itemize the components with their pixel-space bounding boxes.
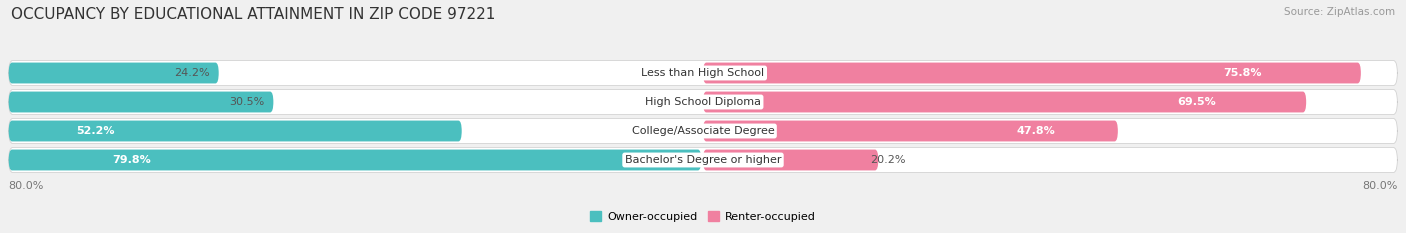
FancyBboxPatch shape [703, 120, 1118, 141]
FancyBboxPatch shape [8, 147, 1398, 172]
Text: Source: ZipAtlas.com: Source: ZipAtlas.com [1284, 7, 1395, 17]
FancyBboxPatch shape [703, 92, 1306, 113]
Text: 80.0%: 80.0% [8, 181, 44, 191]
FancyBboxPatch shape [703, 150, 879, 170]
FancyBboxPatch shape [8, 89, 1398, 114]
Text: 47.8%: 47.8% [1017, 126, 1056, 136]
FancyBboxPatch shape [8, 150, 702, 170]
Text: 80.0%: 80.0% [1362, 181, 1398, 191]
Text: 75.8%: 75.8% [1223, 68, 1263, 78]
Text: 30.5%: 30.5% [229, 97, 264, 107]
Legend: Owner-occupied, Renter-occupied: Owner-occupied, Renter-occupied [591, 211, 815, 222]
Text: OCCUPANCY BY EDUCATIONAL ATTAINMENT IN ZIP CODE 97221: OCCUPANCY BY EDUCATIONAL ATTAINMENT IN Z… [11, 7, 496, 22]
FancyBboxPatch shape [703, 63, 1361, 83]
Text: Bachelor's Degree or higher: Bachelor's Degree or higher [624, 155, 782, 165]
Text: 79.8%: 79.8% [112, 155, 152, 165]
Text: 20.2%: 20.2% [870, 155, 905, 165]
Text: 52.2%: 52.2% [77, 126, 115, 136]
Text: 69.5%: 69.5% [1177, 97, 1216, 107]
FancyBboxPatch shape [8, 119, 1398, 144]
Text: Less than High School: Less than High School [641, 68, 765, 78]
FancyBboxPatch shape [8, 92, 273, 113]
FancyBboxPatch shape [8, 120, 461, 141]
Text: College/Associate Degree: College/Associate Degree [631, 126, 775, 136]
Text: 24.2%: 24.2% [174, 68, 209, 78]
FancyBboxPatch shape [8, 63, 219, 83]
Text: High School Diploma: High School Diploma [645, 97, 761, 107]
FancyBboxPatch shape [8, 61, 1398, 86]
